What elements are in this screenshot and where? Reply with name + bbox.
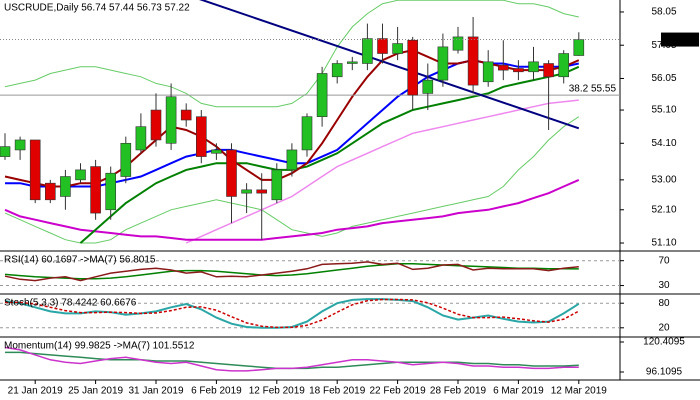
level-label: 38.2 55.55	[569, 84, 617, 95]
y-tick-label: 51.10	[651, 238, 676, 249]
x-tick-label: 31 Jan 2019	[128, 386, 183, 397]
y-tick-label: 80	[658, 298, 670, 309]
series-line	[4, 346, 579, 372]
series-line	[185, 99, 579, 244]
panel-title: Momentum(14) 99.9825 ->MA(7) 101.5512	[4, 341, 195, 352]
candle-body	[180, 109, 192, 121]
candle-body	[437, 46, 449, 81]
panel-title: RSI(14) 60.1697 ->MA(7) 56.8015	[4, 255, 156, 266]
series-line	[79, 65, 580, 244]
candle-body	[467, 36, 479, 86]
plot-area	[0, 0, 620, 244]
candle-body	[256, 189, 268, 194]
x-tick-label: 25 Jan 2019	[68, 386, 123, 397]
candle-body	[226, 149, 237, 197]
series-line	[5, 298, 580, 329]
y-tick-label: 53.00	[651, 174, 676, 185]
candle-body	[573, 39, 585, 56]
plot-area	[0, 298, 620, 329]
candle-body	[543, 63, 554, 78]
candle-body	[482, 61, 494, 83]
candle-body	[29, 139, 41, 201]
candle-body	[422, 79, 434, 94]
candle-body	[392, 43, 403, 54]
candle-body	[135, 126, 147, 151]
candle-body	[362, 38, 373, 64]
x-tick-label: 22 Feb 2019	[370, 386, 427, 397]
candle-body	[150, 109, 162, 141]
candle-body	[120, 142, 132, 177]
x-tick-label: 12 Mar 2019	[551, 386, 608, 397]
candle-body	[90, 166, 101, 214]
candle-body	[14, 139, 26, 151]
series-line	[4, 178, 580, 241]
x-tick-label: 6 Feb 2019	[191, 386, 242, 397]
y-tick-label: 52.10	[651, 204, 676, 215]
x-tick-label: 21 Jan 2019	[8, 386, 63, 397]
panel-title: USCRUDE,Daily 56.74 57.44 56.73 57.22	[4, 3, 190, 14]
x-tick-label: 18 Feb 2019	[309, 386, 366, 397]
candle-body	[528, 61, 539, 73]
y-tick-label: 20	[658, 322, 670, 333]
trendline	[199, 0, 580, 130]
candle-body	[513, 68, 524, 73]
candle-body	[286, 149, 298, 171]
candle-body	[105, 172, 116, 211]
series-line	[4, 0, 579, 108]
candle-body	[377, 38, 388, 54]
plot-area	[4, 346, 579, 372]
candle-body	[497, 64, 509, 71]
x-tick-label: 6 Mar 2019	[493, 386, 544, 397]
panel-title: Stoch(5,3,3) 78.4242 60.6676	[4, 298, 137, 309]
candle-body	[60, 176, 71, 197]
y-tick-label: 30	[658, 280, 670, 291]
series-line	[4, 261, 579, 282]
candle-body	[301, 116, 313, 151]
y-tick-label: 56.05	[651, 73, 676, 84]
candle-body	[407, 39, 419, 96]
candle-body	[165, 96, 177, 144]
x-tick-label: 12 Feb 2019	[249, 386, 306, 397]
y-tick-label: 58.05	[651, 7, 676, 18]
candle-body	[241, 189, 252, 194]
y-tick-label: 120.4095	[643, 337, 685, 348]
series-line	[4, 116, 580, 244]
candle-body	[196, 116, 207, 157]
candle-body	[558, 53, 570, 78]
x-tick-label: 28 Feb 2019	[430, 386, 487, 397]
candle-body	[44, 182, 56, 201]
candle-body	[316, 73, 328, 117]
last-price-box	[661, 32, 699, 47]
candle-body	[452, 36, 464, 51]
series-line	[4, 263, 579, 280]
candle-body	[331, 63, 343, 78]
y-tick-label: 96.1095	[646, 367, 683, 378]
candle-body	[346, 61, 358, 64]
y-tick-label: 70	[658, 255, 670, 266]
candle-body	[0, 146, 11, 157]
candle-body	[211, 149, 222, 154]
plot-area	[0, 260, 620, 287]
candle-body	[75, 169, 86, 181]
y-tick-label: 54.10	[651, 138, 676, 149]
candle-body	[271, 169, 283, 201]
y-tick-label: 55.10	[651, 105, 676, 116]
last-price-label: 57.22	[667, 34, 692, 45]
